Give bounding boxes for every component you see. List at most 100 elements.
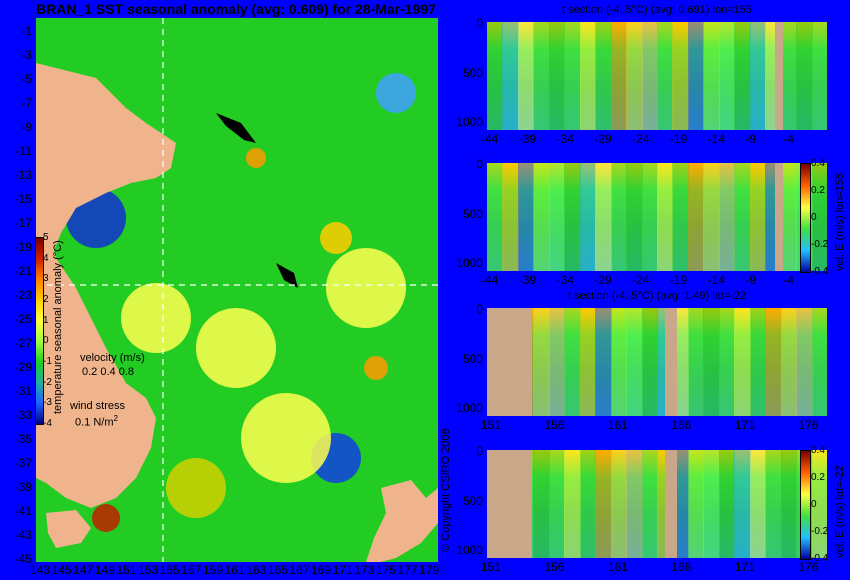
section-stripe (548, 450, 566, 558)
section-y-tick: 500 (462, 65, 483, 80)
section-y-tick: 0 (476, 444, 483, 458)
map-y-tick: -9 (21, 120, 32, 134)
map-x-tick: 173 (354, 563, 375, 577)
section-colorbar-tick: 0 (811, 499, 817, 510)
map-x-tick: 169 (311, 563, 332, 577)
section-x-tick: 171 (734, 418, 755, 432)
section-x-tick: -24 (632, 132, 650, 146)
section-stripe (548, 308, 566, 416)
papua-new-guinea-land (36, 63, 176, 268)
section-plot-2 (487, 163, 827, 271)
section-stripe (595, 450, 612, 558)
map-y-tick: -7 (21, 96, 32, 110)
section-y-tick: 1000 (456, 115, 483, 130)
section-colorbar-tick: 0 (811, 212, 817, 223)
section-stripe (780, 163, 798, 271)
section-title: t section (-4..5°C) (avg: 1.49) lat=-22 (567, 290, 747, 302)
map-y-tick: -23 (14, 288, 32, 302)
section-x-tick: -4 (783, 273, 794, 287)
section-stripe (641, 308, 658, 416)
anomaly-patch (364, 356, 388, 380)
tasmania-land (46, 510, 91, 548)
section-land (775, 22, 783, 130)
map-x-tick: 159 (202, 563, 223, 577)
section-y-tick: 1000 (456, 256, 483, 271)
map-colorbar-tick: 3 (43, 273, 49, 285)
section-stripe (579, 163, 597, 271)
map-y-tick: -31 (14, 384, 32, 398)
section-stripe (595, 22, 612, 130)
map-x-tick: 155 (159, 563, 180, 577)
section-title: t section (-4..5°C) (avg: 0.691) lon=155 (562, 4, 752, 16)
map-y-tick: -33 (14, 408, 32, 422)
section-stripe (749, 22, 767, 130)
solomon-islands-land (216, 113, 256, 143)
section-colorbar-tick: -0.2 (811, 239, 829, 250)
section-stripe (718, 22, 736, 130)
section-land (775, 163, 783, 271)
section-y-tick: 0 (476, 302, 483, 316)
map-y-tick: -37 (14, 456, 32, 470)
section-x-tick: -24 (632, 273, 650, 287)
new-caledonia-land (276, 263, 298, 288)
section-y-tick: 0 (476, 157, 483, 171)
section-y-tick: 0 (476, 16, 483, 30)
map-colorbar-tick: 0 (43, 335, 49, 347)
map-y-tick: -45 (14, 552, 32, 566)
section-stripe (517, 22, 535, 130)
map-y-tick: -21 (14, 264, 32, 278)
section-colorbar (800, 450, 811, 560)
section-x-tick: 166 (671, 560, 692, 574)
section-stripe (626, 22, 643, 130)
section-stripe (765, 308, 782, 416)
section-stripe (780, 22, 798, 130)
anomaly-patch (121, 283, 191, 353)
map-y-tick: -15 (14, 192, 32, 206)
map-colorbar-label: temperature seasonal anomaly (°C) (52, 240, 64, 414)
section-stripe (687, 450, 705, 558)
section-stripe (548, 22, 566, 130)
section-stripe (734, 22, 751, 130)
section-stripe (796, 308, 813, 416)
section-stripe (610, 163, 628, 271)
map-x-tick: 165 (267, 563, 288, 577)
section-colorbar-tick: -0.4 (811, 553, 829, 564)
map-x-tick: 157 (181, 563, 202, 577)
section-stripe (641, 163, 658, 271)
map-x-tick: 163 (246, 563, 267, 577)
section-land (487, 308, 532, 416)
velocity-label: velocity (m/s) (80, 352, 145, 364)
section-x-tick: -39 (518, 273, 537, 287)
section-stripe (487, 163, 504, 271)
map-y-tick: -35 (14, 432, 32, 446)
section-colorbar-tick: 0.4 (811, 445, 825, 456)
section-colorbar-label: vel. E (m/s) lat=-22 (834, 465, 846, 558)
section-stripe (548, 163, 566, 271)
section-stripe (626, 163, 643, 271)
map-y-tick: -39 (14, 480, 32, 494)
section-stripe (811, 163, 827, 271)
section-stripe (564, 308, 581, 416)
section-stripe (533, 163, 550, 271)
section-stripe (780, 450, 798, 558)
map-colorbar-tick: -4 (43, 418, 52, 429)
section-y-tick: 1000 (456, 401, 483, 416)
map-x-tick: 171 (332, 563, 353, 577)
section-x-tick: -39 (518, 132, 537, 146)
map-y-tick: -5 (21, 72, 32, 86)
section-colorbar (800, 163, 811, 273)
section-stripe (811, 450, 827, 558)
anomaly-patch (246, 148, 266, 168)
wind-stress-label: wind stress (70, 400, 126, 412)
section-x-tick: -29 (594, 132, 612, 146)
map-x-tick: 145 (51, 563, 72, 577)
section-stripe (811, 22, 827, 130)
section-x-tick: -34 (556, 132, 574, 146)
australia-land (36, 218, 156, 508)
section-land (665, 308, 677, 416)
anomaly-patch (376, 73, 416, 113)
map-colorbar-ticks: 5 4 3 2 1 0 -1 -2 -3 -4 (43, 232, 57, 429)
map-y-tick: -11 (15, 144, 32, 158)
wind-stress-scale: 0.1 N/m2 (75, 414, 118, 429)
section-stripe (734, 163, 751, 271)
